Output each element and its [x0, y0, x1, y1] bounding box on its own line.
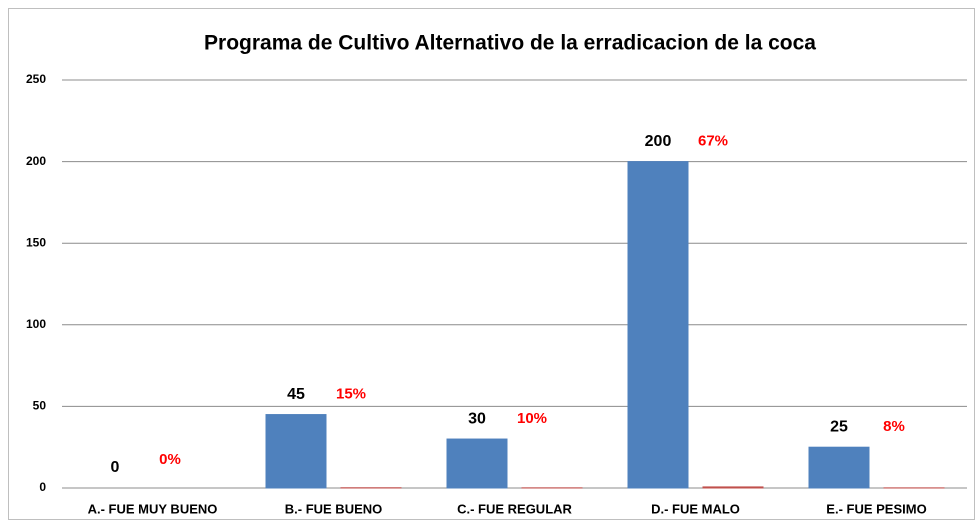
value-label: 10%: [517, 410, 547, 427]
value-label: 25: [830, 418, 848, 435]
chart-title: Programa de Cultivo Alternativo de la er…: [204, 32, 816, 55]
x-tick-label: E.- FUE PESIMO: [826, 501, 926, 516]
y-tick-label: 100: [26, 317, 46, 331]
value-label: 15%: [336, 386, 366, 403]
bar: [702, 486, 764, 489]
value-label: 200: [645, 133, 672, 150]
value-label: 0: [111, 459, 120, 476]
bar: [265, 414, 327, 489]
bar: [446, 438, 508, 489]
value-label: 30: [468, 410, 486, 427]
value-label: 8%: [883, 418, 905, 435]
x-tick-label: B.- FUE BUENO: [285, 501, 383, 516]
y-tick-label: 250: [26, 72, 46, 86]
bar: [627, 161, 689, 489]
x-tick-label: C.- FUE REGULAR: [457, 501, 572, 516]
x-tick-label: A.- FUE MUY BUENO: [88, 501, 218, 516]
x-tick-label: D.- FUE MALO: [651, 501, 740, 516]
chart-border: [8, 8, 975, 520]
bar: [808, 446, 870, 489]
value-label: 67%: [698, 133, 728, 150]
y-tick-label: 150: [26, 235, 46, 249]
value-label: 0%: [159, 451, 181, 468]
y-tick-label: 50: [33, 399, 47, 413]
value-label: 45: [287, 386, 305, 403]
y-tick-label: 200: [26, 154, 46, 168]
y-tick-label: 0: [39, 480, 46, 494]
